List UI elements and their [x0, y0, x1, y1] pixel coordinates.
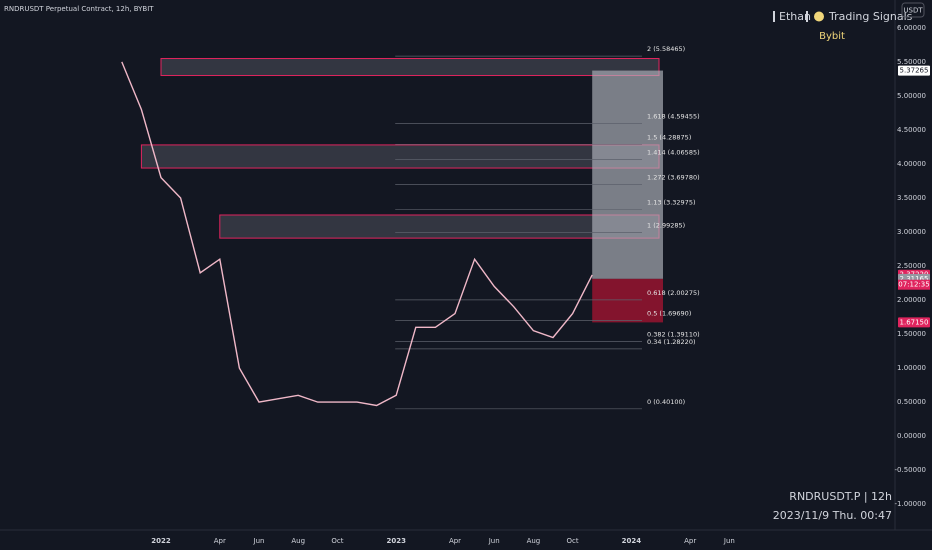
- x-tick-label: Jun: [253, 537, 265, 545]
- price-label-box: [898, 65, 930, 76]
- fib-label: 1.5 (4.28875): [647, 133, 691, 141]
- fib-label: 0.618 (2.00275): [647, 289, 700, 297]
- countdown: 07:12:35: [898, 281, 929, 289]
- fib-label: 0.34 (1.28220): [647, 338, 696, 346]
- fib-label: 0.382 (1.39110): [647, 330, 700, 338]
- fib-label: 1.618 (4.59455): [647, 113, 700, 121]
- footer-datetime: 2023/11/9 Thu. 00:47: [773, 509, 892, 522]
- fib-label: 2 (5.58465): [647, 45, 685, 53]
- currency-box: [901, 2, 925, 18]
- watermark-exchange: Bybit: [819, 31, 845, 42]
- x-tick-label: Apr: [214, 537, 226, 545]
- y-tick-label: 4.50000: [897, 126, 926, 134]
- x-tick-label: Aug: [291, 537, 305, 545]
- watermark-author: Ethan: [779, 10, 811, 23]
- price-label: 5.37265: [900, 67, 929, 75]
- fib-label: 0.5 (1.69690): [647, 310, 691, 318]
- x-tick-label: Jun: [723, 537, 735, 545]
- fib-label: 1.272 (3.69780): [647, 174, 700, 182]
- x-tick-label: Jun: [488, 537, 500, 545]
- chart-title: RNDRUSDT Perpetual Contract, 12h, BYBIT: [4, 5, 154, 13]
- y-tick-label: 0.50000: [897, 398, 926, 406]
- x-tick-label: 2024: [622, 537, 642, 545]
- price-line: [121, 61, 593, 407]
- fib-label: 1.13 (3.32975): [647, 199, 696, 207]
- y-tick-label: 2.00000: [897, 296, 926, 304]
- price-label: 1.67150: [900, 318, 929, 326]
- currency: USDT: [903, 7, 923, 15]
- zone: [140, 144, 660, 169]
- fib-label: 0 (0.40100): [647, 398, 685, 406]
- countdown-box: [898, 279, 930, 290]
- y-tick-label: 0.00000: [897, 432, 926, 440]
- x-tick-label: Aug: [527, 537, 541, 545]
- y-tick-label: 4.00000: [897, 160, 926, 168]
- y-tick-label: -1.00000: [895, 500, 926, 508]
- y-tick-label: -0.50000: [895, 466, 926, 474]
- y-tick-label: 2.50000: [897, 262, 926, 270]
- y-tick-label: 1.00000: [897, 364, 926, 372]
- y-tick-label: 1.50000: [897, 330, 926, 338]
- zone: [160, 58, 660, 77]
- x-tick-label: Apr: [684, 537, 696, 545]
- y-tick-label: 3.00000: [897, 228, 926, 236]
- position-stop: [592, 278, 663, 323]
- x-tick-label: 2022: [151, 537, 171, 545]
- bar-icon: [806, 11, 808, 22]
- y-tick-label: 6.00000: [897, 24, 926, 32]
- x-tick-label: Apr: [449, 537, 461, 545]
- position-target: [592, 70, 663, 279]
- x-tick-label: 2023: [386, 537, 406, 545]
- y-tick-label: 3.50000: [897, 194, 926, 202]
- fib-label: 1 (2.99285): [647, 221, 685, 229]
- footer-symbol: RNDRUSDT.P | 12h: [789, 490, 892, 503]
- x-tick-label: Oct: [567, 537, 579, 545]
- bar-icon: [773, 11, 775, 22]
- coin-icon: [814, 11, 824, 22]
- price-label: 2.31165: [900, 275, 929, 283]
- price-label-box: [898, 317, 930, 328]
- watermark-brand: Trading Signals: [828, 10, 913, 23]
- y-tick-label: 5.50000: [897, 58, 926, 66]
- y-tick-label: 5.00000: [897, 92, 926, 100]
- fib-label: 1.414 (4.06585): [647, 148, 700, 156]
- x-tick-label: Oct: [331, 537, 343, 545]
